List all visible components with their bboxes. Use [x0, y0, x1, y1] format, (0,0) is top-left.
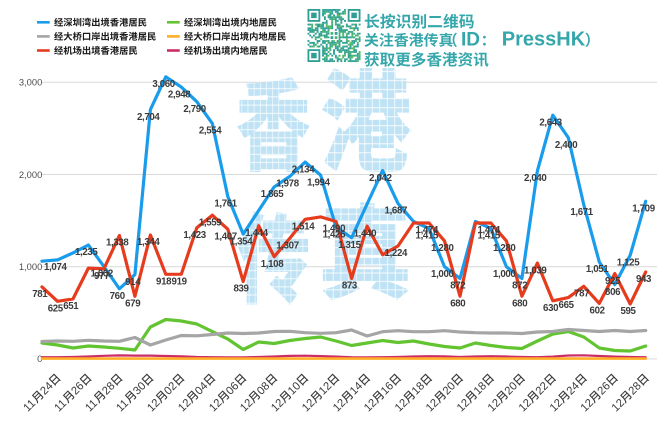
svg-text:1,490: 1,490 — [323, 224, 346, 235]
svg-text:872: 872 — [450, 281, 465, 292]
svg-text:943: 943 — [636, 274, 652, 285]
svg-text:781: 781 — [32, 289, 48, 300]
svg-text:2,000: 2,000 — [19, 169, 42, 180]
svg-text:2,134: 2,134 — [292, 164, 315, 175]
svg-text:1,761: 1,761 — [214, 199, 237, 210]
svg-text:872: 872 — [512, 281, 527, 292]
svg-text:914: 914 — [125, 277, 141, 288]
svg-text:1,235: 1,235 — [75, 247, 98, 258]
svg-text:2,042: 2,042 — [369, 173, 392, 184]
svg-text:1,108: 1,108 — [261, 259, 284, 270]
svg-text:977: 977 — [94, 271, 109, 282]
svg-text:665: 665 — [559, 300, 575, 311]
svg-text:1,865: 1,865 — [261, 189, 284, 200]
svg-text:1,474: 1,474 — [477, 225, 500, 236]
svg-text:1,000: 1,000 — [19, 261, 42, 272]
svg-text:1,407: 1,407 — [214, 231, 237, 242]
svg-text:1,440: 1,440 — [354, 228, 377, 239]
svg-text:1,000: 1,000 — [493, 269, 516, 280]
svg-text:1,978: 1,978 — [276, 179, 299, 190]
svg-text:2,704: 2,704 — [137, 112, 160, 123]
svg-text:2,790: 2,790 — [183, 104, 206, 115]
svg-text:680: 680 — [450, 298, 465, 309]
svg-text:1,474: 1,474 — [416, 225, 439, 236]
svg-text:1,423: 1,423 — [183, 230, 206, 241]
svg-text:1,000: 1,000 — [431, 269, 454, 280]
svg-text:2,400: 2,400 — [555, 140, 578, 151]
svg-text:1,051: 1,051 — [586, 264, 609, 275]
svg-text:760: 760 — [110, 291, 125, 302]
svg-text:1,280: 1,280 — [431, 243, 454, 254]
svg-text:1,125: 1,125 — [617, 257, 640, 268]
svg-text:630: 630 — [543, 303, 558, 314]
svg-text:1,415: 1,415 — [416, 231, 439, 242]
svg-text:2,554: 2,554 — [199, 126, 222, 137]
svg-text:1,671: 1,671 — [570, 207, 593, 218]
svg-text:873: 873 — [342, 281, 358, 292]
svg-text:1,307: 1,307 — [276, 241, 299, 252]
svg-text:919: 919 — [172, 276, 188, 287]
svg-text:2,948: 2,948 — [168, 89, 191, 100]
svg-text:1,074: 1,074 — [44, 262, 67, 273]
svg-text:1,687: 1,687 — [385, 206, 408, 217]
svg-text:787: 787 — [574, 289, 589, 300]
svg-text:625: 625 — [48, 304, 64, 315]
svg-text:ID: ID — [461, 30, 480, 51]
svg-text:1,444: 1,444 — [245, 228, 268, 239]
svg-text:3,000: 3,000 — [19, 77, 42, 88]
svg-text:679: 679 — [125, 299, 141, 310]
svg-text:1,709: 1,709 — [632, 204, 655, 215]
svg-text:1,315: 1,315 — [338, 240, 361, 251]
svg-text:1,224: 1,224 — [385, 248, 408, 259]
svg-text:1,344: 1,344 — [137, 237, 160, 248]
svg-text:0: 0 — [37, 353, 42, 364]
svg-text:806: 806 — [605, 287, 621, 298]
svg-text:1,002: 1,002 — [90, 269, 113, 280]
svg-text:918: 918 — [156, 277, 172, 288]
svg-text:1,415: 1,415 — [477, 231, 500, 242]
svg-text:2,040: 2,040 — [524, 173, 547, 184]
svg-text:1,514: 1,514 — [292, 222, 315, 233]
svg-text:2,643: 2,643 — [539, 117, 562, 128]
svg-text:1,280: 1,280 — [493, 243, 516, 254]
svg-text:1,559: 1,559 — [199, 217, 222, 228]
svg-text:651: 651 — [63, 301, 79, 312]
svg-text:PressHK: PressHK — [502, 29, 586, 51]
svg-text:1,994: 1,994 — [307, 177, 330, 188]
svg-text:680: 680 — [512, 298, 527, 309]
svg-text:839: 839 — [233, 284, 249, 295]
svg-text:1,039: 1,039 — [524, 265, 547, 276]
svg-text:1,338: 1,338 — [106, 238, 129, 249]
svg-text:1,354: 1,354 — [230, 236, 253, 247]
svg-text:595: 595 — [620, 306, 636, 317]
svg-text:3,060: 3,060 — [152, 79, 175, 90]
svg-text:1,426: 1,426 — [323, 230, 346, 241]
svg-text:602: 602 — [590, 306, 605, 317]
svg-text:925: 925 — [605, 276, 621, 287]
